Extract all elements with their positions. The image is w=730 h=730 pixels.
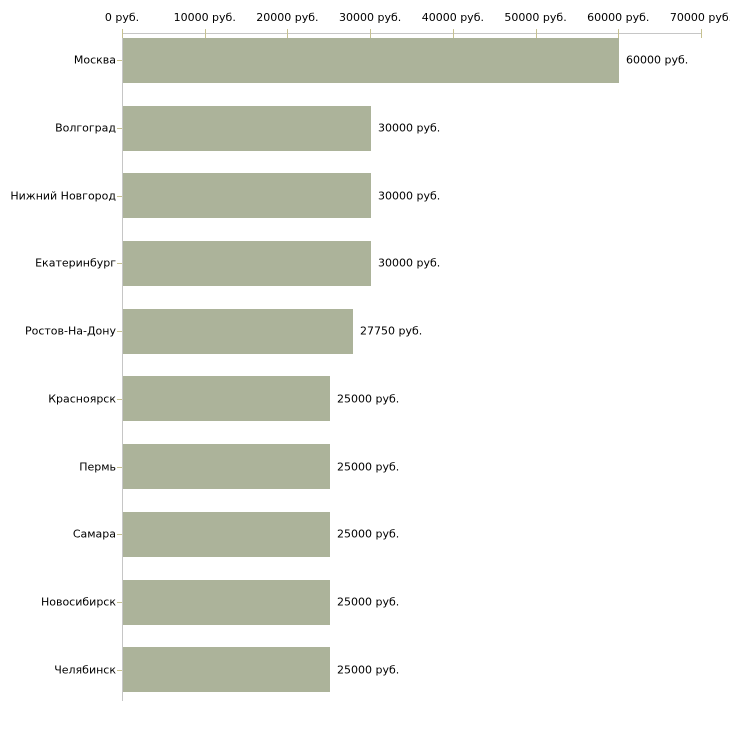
- bar: [123, 444, 330, 490]
- bar: [123, 173, 371, 219]
- bar: [123, 647, 330, 693]
- category-label: Красноярск: [48, 392, 116, 406]
- bar: [123, 308, 353, 354]
- x-axis-tick-mark: [287, 29, 289, 38]
- x-axis-tick-mark: [452, 29, 454, 38]
- bar: [123, 240, 371, 286]
- x-axis-tick-label: 20000 руб.: [256, 11, 319, 24]
- category-label: Пермь: [79, 460, 116, 474]
- y-axis-tick-mark: [117, 331, 122, 333]
- x-axis-tick-mark: [122, 29, 123, 38]
- category-label: Москва: [73, 53, 116, 67]
- y-axis-tick-mark: [117, 669, 122, 671]
- category-label: Самара: [72, 527, 116, 541]
- value-label: 30000 руб.: [378, 189, 441, 203]
- bar: [123, 579, 330, 625]
- y-axis-tick-mark: [117, 60, 122, 62]
- bar: [123, 37, 619, 83]
- x-axis-tick-label: 60000 руб.: [587, 11, 650, 24]
- y-axis-tick-mark: [117, 195, 122, 197]
- x-axis-tick-mark: [535, 29, 537, 38]
- category-label: Новосибирск: [40, 595, 116, 609]
- value-label: 25000 руб.: [337, 595, 400, 609]
- bar: [123, 511, 330, 557]
- y-axis-tick-mark: [117, 128, 122, 130]
- category-label: Нижний Новгород: [10, 189, 116, 203]
- x-axis-tick-label: 40000 руб.: [421, 11, 484, 24]
- value-label: 25000 руб.: [337, 392, 400, 406]
- value-label: 60000 руб.: [626, 53, 689, 67]
- y-axis-line: [122, 33, 123, 701]
- category-label: Волгоград: [55, 121, 116, 135]
- x-axis-tick-mark: [204, 29, 206, 38]
- category-label: Екатеринбург: [35, 256, 116, 270]
- x-axis-tick-mark: [701, 29, 702, 38]
- bar: [123, 376, 330, 422]
- value-label: 30000 руб.: [378, 256, 441, 270]
- x-axis-tick-label: 0 руб.: [104, 11, 140, 24]
- bar: [123, 105, 371, 151]
- x-axis-tick-mark: [618, 29, 620, 38]
- value-label: 30000 руб.: [378, 121, 441, 135]
- x-axis-line: [122, 33, 702, 34]
- y-axis-tick-mark: [117, 466, 122, 468]
- x-axis-tick-label: 50000 руб.: [504, 11, 567, 24]
- x-axis-tick-label: 10000 руб.: [173, 11, 236, 24]
- value-label: 25000 руб.: [337, 460, 400, 474]
- y-axis-tick-mark: [117, 263, 122, 265]
- y-axis-tick-mark: [117, 602, 122, 604]
- y-axis-tick-mark: [117, 398, 122, 400]
- value-label: 25000 руб.: [337, 663, 400, 677]
- value-label: 25000 руб.: [337, 527, 400, 541]
- category-label: Ростов-На-Дону: [24, 324, 116, 338]
- category-label: Челябинск: [54, 663, 116, 677]
- y-axis-tick-mark: [117, 534, 122, 536]
- x-axis-tick-label: 30000 руб.: [339, 11, 402, 24]
- x-axis-tick-mark: [370, 29, 372, 38]
- x-axis-tick-label: 70000 руб.: [669, 11, 730, 24]
- value-label: 27750 руб.: [360, 324, 423, 338]
